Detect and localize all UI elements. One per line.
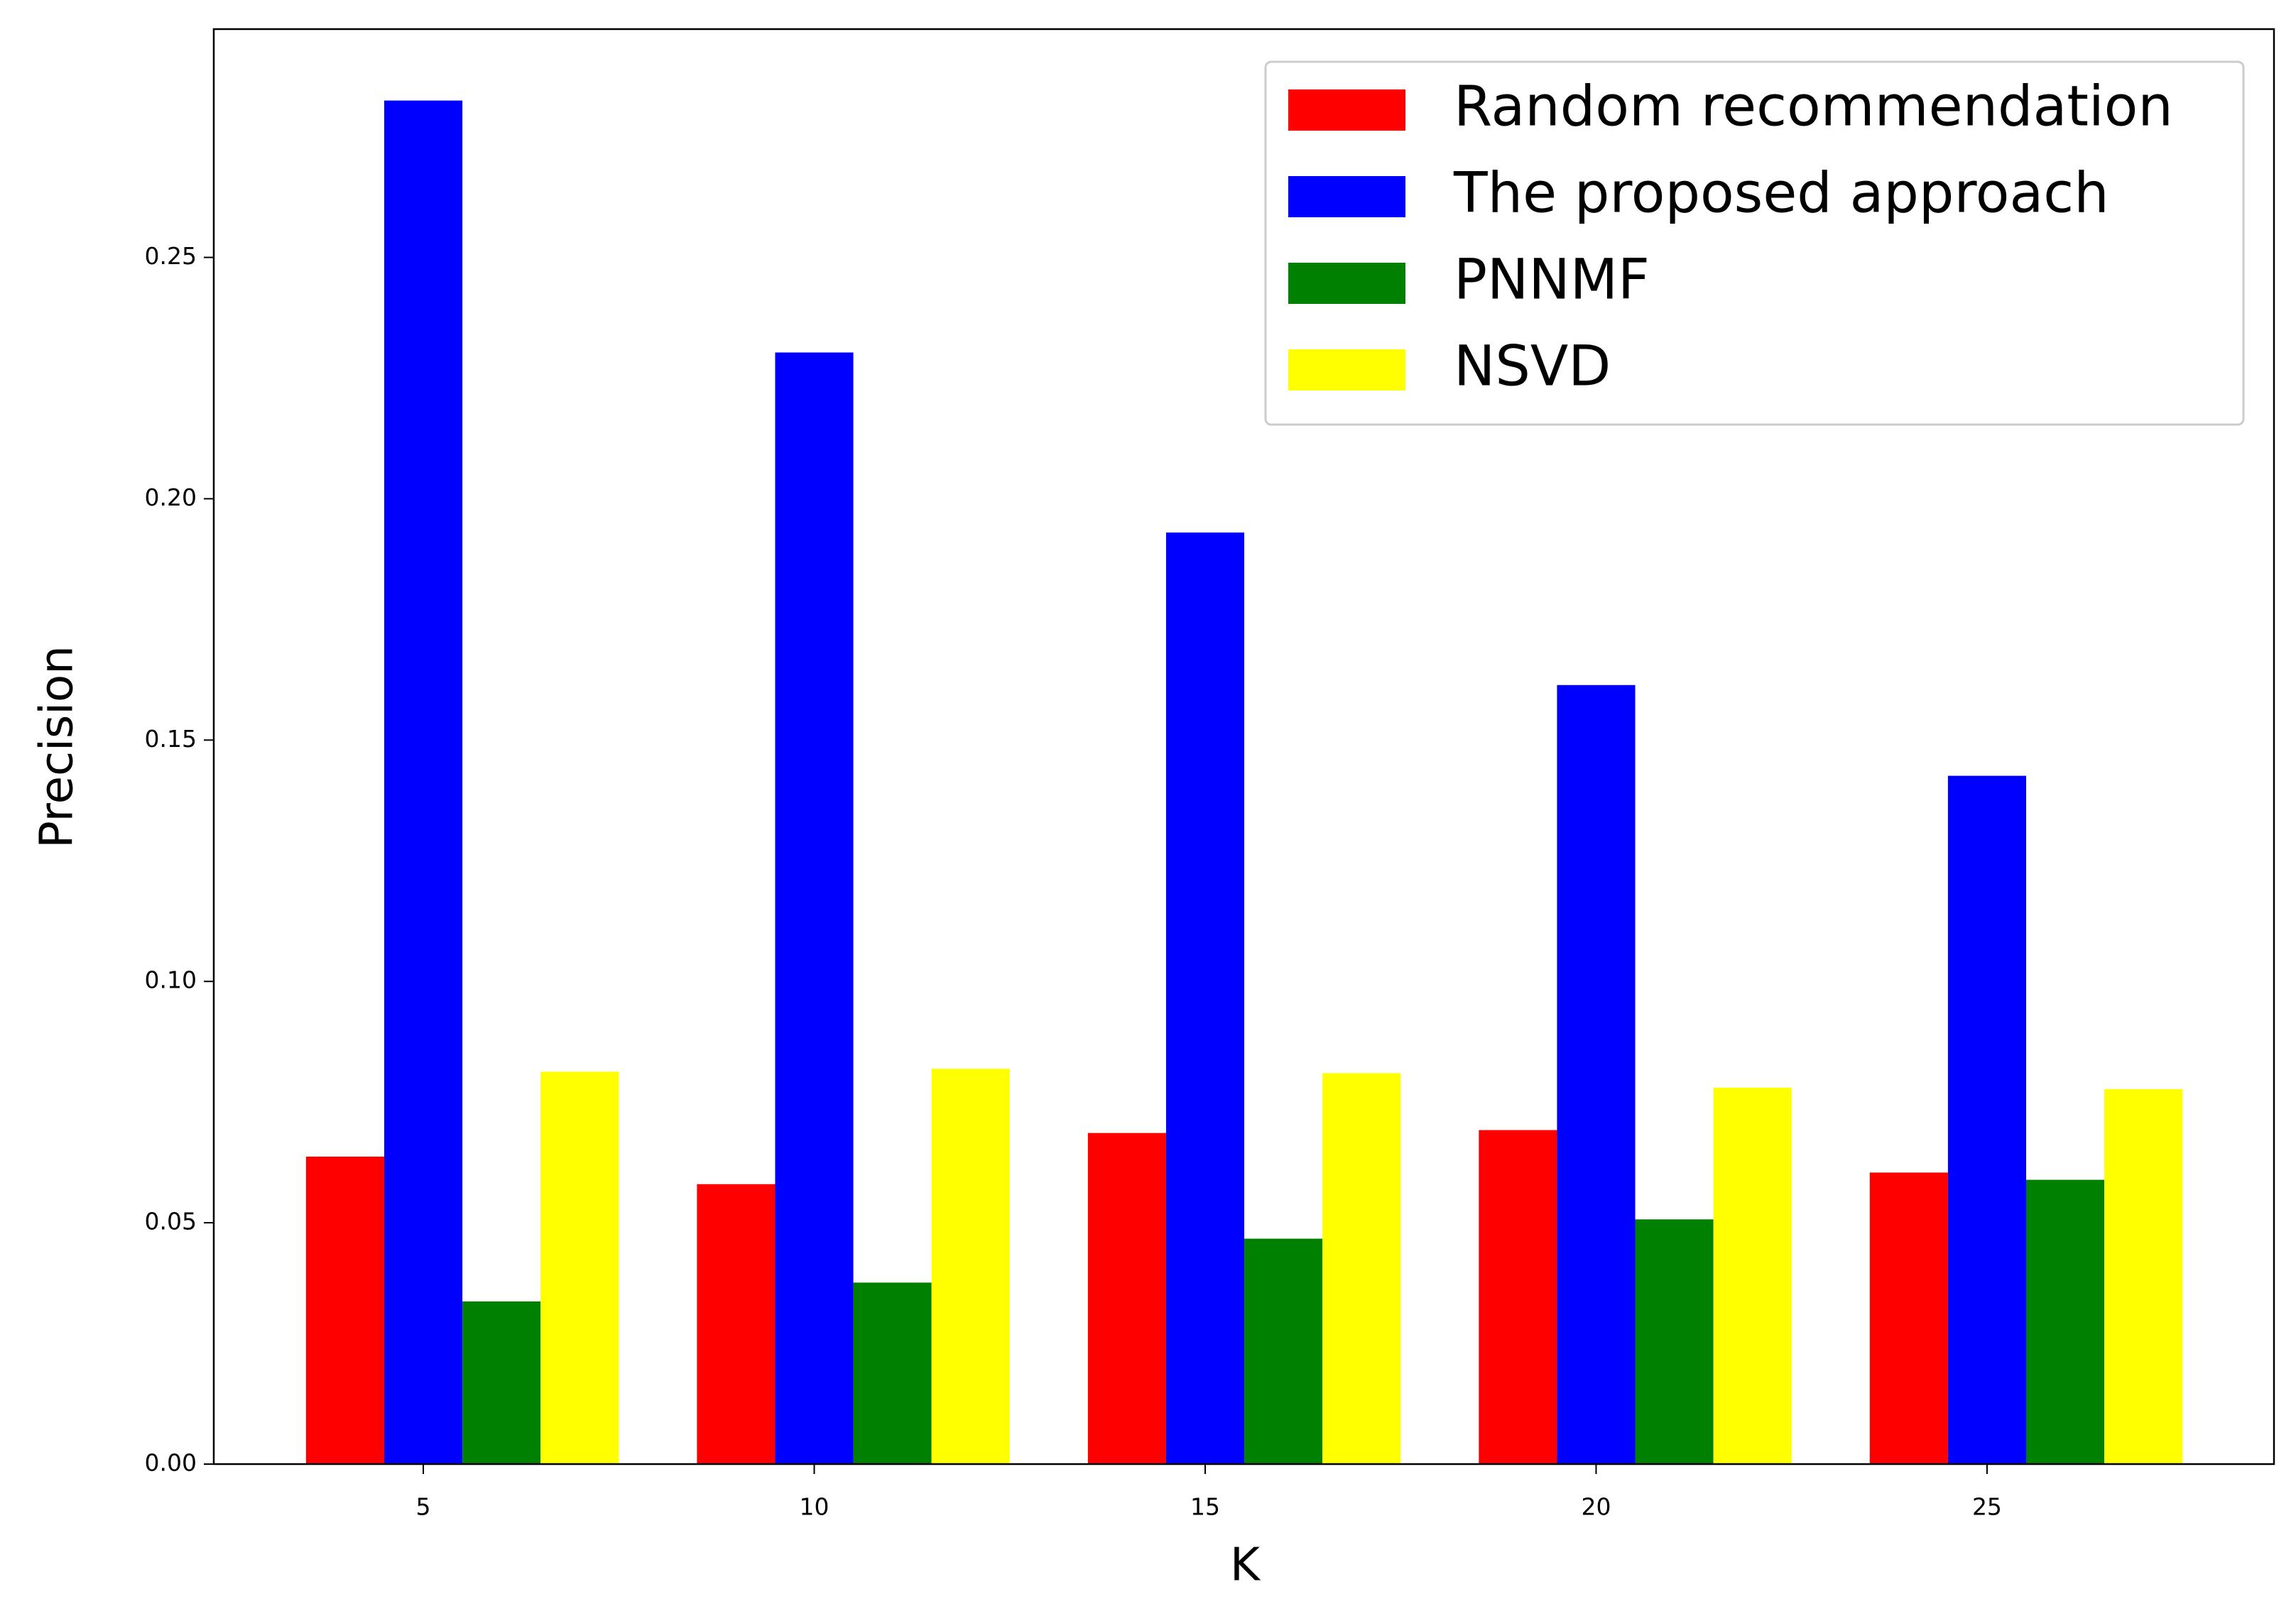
bar — [2104, 1088, 2183, 1464]
legend-label: PNNMF — [1454, 248, 1650, 312]
legend-label: NSVD — [1454, 334, 1611, 398]
bar — [697, 1184, 776, 1464]
legend-swatch — [1288, 89, 1405, 131]
legend-swatch — [1288, 263, 1405, 304]
bar — [540, 1071, 619, 1464]
legend-box — [1264, 60, 2245, 426]
x-tick-label: 5 — [416, 1493, 431, 1521]
legend-label: The proposed approach — [1453, 161, 2109, 225]
y-axis-label: Precision — [31, 645, 84, 848]
bar — [1087, 1132, 1166, 1464]
bar — [384, 100, 463, 1464]
bar — [1244, 1238, 1323, 1464]
plot-frame — [212, 28, 2275, 1466]
legend-swatch — [1288, 349, 1405, 391]
y-tick-label: 0.00 — [145, 1449, 197, 1477]
y-tick-label: 0.15 — [145, 725, 197, 753]
legend-label: Random recommendation — [1454, 75, 2173, 138]
x-tick-label: 15 — [1190, 1493, 1220, 1521]
bar — [2025, 1179, 2105, 1464]
x-tick-label: 10 — [800, 1493, 829, 1521]
legend-swatch — [1288, 176, 1405, 217]
bar — [1165, 533, 1245, 1464]
bar — [1479, 1130, 1557, 1464]
bar — [853, 1282, 932, 1464]
bar — [775, 352, 854, 1464]
bar — [931, 1069, 1010, 1464]
y-tick-label: 0.25 — [145, 242, 197, 270]
bar — [1322, 1073, 1401, 1464]
y-tick-label: 0.10 — [145, 966, 197, 994]
bar — [1557, 684, 1636, 1465]
x-axis-label: K — [1230, 1539, 1261, 1592]
bar — [1947, 775, 2026, 1464]
bar — [305, 1156, 385, 1464]
y-tick-label: 0.20 — [145, 484, 197, 511]
bar — [1635, 1219, 1714, 1464]
bar — [1713, 1087, 1792, 1464]
y-tick-label: 0.05 — [145, 1208, 197, 1235]
x-tick-label: 20 — [1581, 1493, 1611, 1521]
bar — [462, 1301, 541, 1464]
x-tick-label: 25 — [1972, 1493, 2002, 1521]
bar — [1869, 1172, 1948, 1464]
